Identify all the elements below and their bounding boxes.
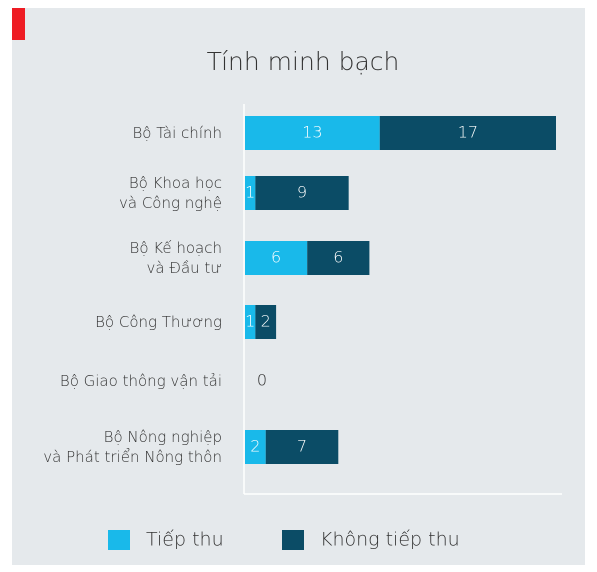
legend-label: Tiếp thu (146, 529, 224, 551)
bar-segment (245, 241, 308, 275)
category-label: Bộ Giao thông vận tải (60, 372, 222, 390)
legend-label: Không tiếp thu (320, 529, 460, 551)
value-label: 1 (245, 183, 255, 202)
chart-title: Tính minh bạch (207, 47, 400, 76)
bar-segment (245, 116, 380, 150)
bar-segment (265, 430, 339, 464)
bar-segment (379, 116, 556, 150)
legend-swatch (108, 530, 130, 550)
bar-segment (245, 176, 256, 210)
bar-segment (255, 176, 349, 210)
category-line: và Công nghệ (119, 194, 222, 212)
category-line: Bộ Công Thương (95, 313, 222, 331)
category-line: Bộ Nông nghiệp (104, 428, 222, 446)
bar-segment (245, 305, 256, 339)
category-label: Bộ Kế hoạch và Đầu tư (130, 239, 222, 277)
category-line: Bộ Kế hoạch (130, 239, 222, 257)
category-line: Bộ Khoa học (129, 174, 222, 192)
value-label: 7 (297, 437, 307, 456)
legend-swatch (282, 530, 304, 550)
category-label: Bộ Công Thương (95, 313, 222, 331)
category-line: Bộ Giao thông vận tải (60, 372, 222, 390)
bar-segment (307, 241, 370, 275)
value-label: 17 (458, 123, 478, 142)
accent (12, 8, 25, 40)
category-label: Bộ Tài chính (132, 124, 222, 142)
category-label: Bộ Nông nghiệp và Phát triển Nông thôn (43, 428, 222, 466)
value-label: 6 (271, 248, 281, 267)
value-label: 2 (261, 312, 271, 331)
bar-segment (255, 305, 277, 339)
category-label: Bộ Khoa học và Công nghệ (119, 174, 222, 212)
value-label: 0 (257, 371, 267, 390)
category-line: và Đầu tư (147, 259, 223, 277)
value-label: 1 (245, 312, 255, 331)
category-line: và Phát triển Nông thôn (43, 447, 222, 466)
value-label: 9 (297, 183, 307, 202)
bar-segment (245, 430, 266, 464)
value-label: 13 (302, 123, 322, 142)
value-label: 6 (333, 248, 343, 267)
category-line: Bộ Tài chính (132, 124, 222, 142)
panel (12, 8, 585, 565)
value-label: 2 (250, 437, 260, 456)
